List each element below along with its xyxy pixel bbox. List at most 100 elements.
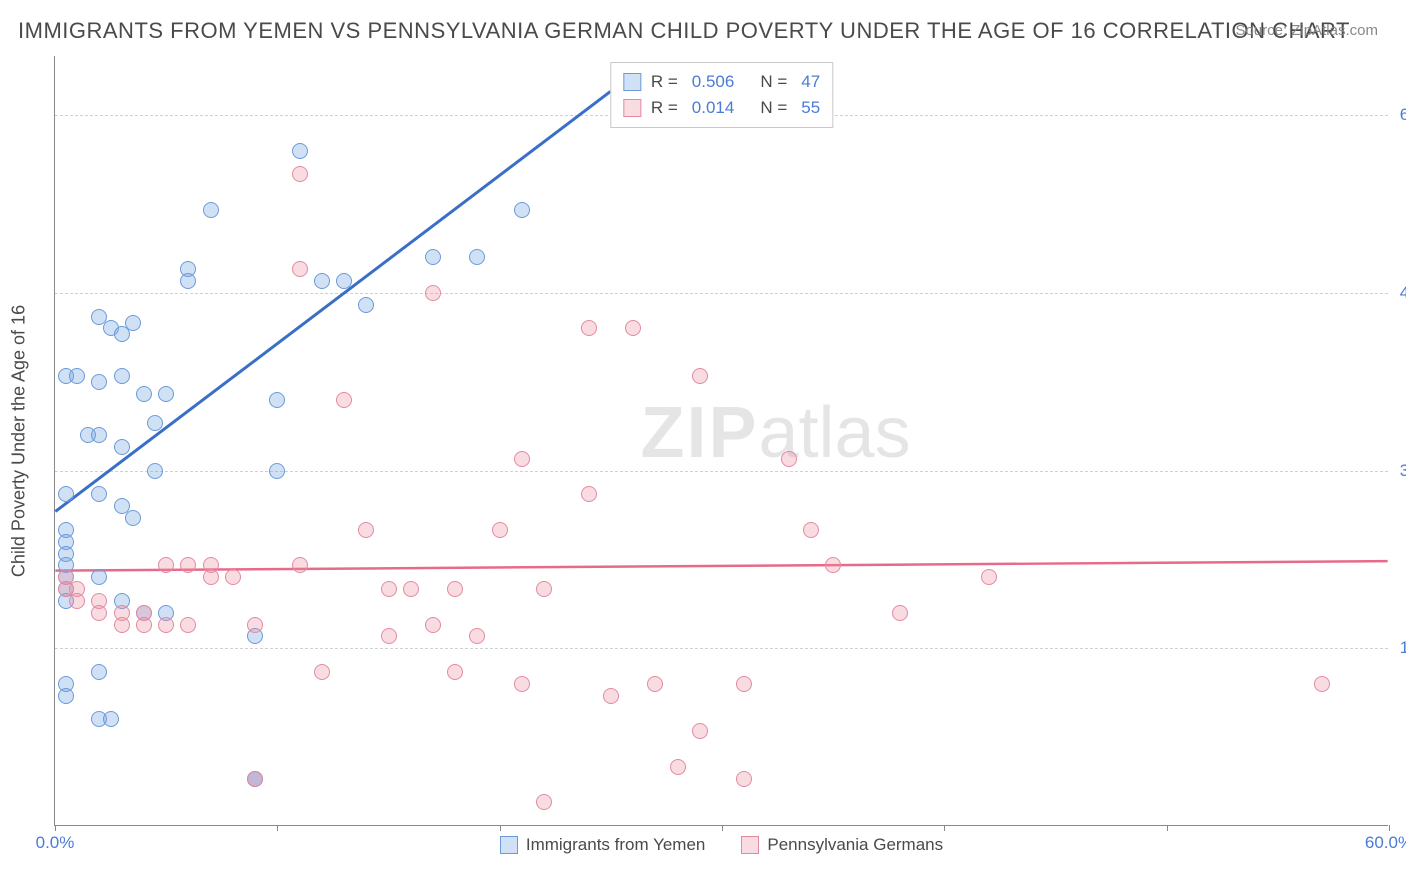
- y-tick-label: 30.0%: [1393, 461, 1406, 481]
- scatter-point: [981, 569, 997, 585]
- trend-lines: [55, 56, 1388, 825]
- trend-line: [55, 91, 610, 511]
- scatter-point: [58, 486, 74, 502]
- scatter-point: [269, 463, 285, 479]
- stats-legend-row: R = 0.506 N = 47: [623, 69, 820, 95]
- x-tick-mark: [1167, 825, 1168, 831]
- scatter-point: [825, 557, 841, 573]
- scatter-point: [736, 676, 752, 692]
- scatter-point: [469, 628, 485, 644]
- scatter-point: [358, 297, 374, 313]
- watermark-zip: ZIP: [640, 392, 758, 472]
- chart-title: IMMIGRANTS FROM YEMEN VS PENNSYLVANIA GE…: [18, 18, 1350, 44]
- scatter-point: [125, 315, 141, 331]
- r-value: 0.506: [692, 72, 735, 92]
- scatter-point: [136, 386, 152, 402]
- scatter-point: [114, 439, 130, 455]
- bottom-legend: Immigrants from Yemen Pennsylvania Germa…: [55, 835, 1388, 855]
- gridline: [55, 648, 1388, 649]
- scatter-point: [180, 273, 196, 289]
- scatter-point: [91, 605, 107, 621]
- scatter-point: [536, 581, 552, 597]
- scatter-point: [336, 273, 352, 289]
- scatter-point: [114, 605, 130, 621]
- scatter-point: [180, 557, 196, 573]
- scatter-point: [91, 486, 107, 502]
- gridline: [55, 471, 1388, 472]
- x-tick-mark: [722, 825, 723, 831]
- scatter-point: [292, 166, 308, 182]
- scatter-point: [581, 320, 597, 336]
- scatter-point: [314, 273, 330, 289]
- legend-item-pa-germans: Pennsylvania Germans: [741, 835, 943, 855]
- n-value: 47: [801, 72, 820, 92]
- y-tick-label: 45.0%: [1393, 283, 1406, 303]
- scatter-point: [147, 463, 163, 479]
- scatter-point: [469, 249, 485, 265]
- scatter-point: [625, 320, 641, 336]
- scatter-point: [225, 569, 241, 585]
- scatter-point: [91, 374, 107, 390]
- scatter-point: [892, 605, 908, 621]
- x-tick-mark: [500, 825, 501, 831]
- scatter-point: [781, 451, 797, 467]
- scatter-point: [269, 392, 285, 408]
- r-value: 0.014: [692, 98, 735, 118]
- y-tick-label: 15.0%: [1393, 638, 1406, 658]
- scatter-point: [147, 415, 163, 431]
- scatter-point: [180, 617, 196, 633]
- scatter-point: [158, 617, 174, 633]
- legend-swatch-icon: [623, 73, 641, 91]
- scatter-point: [203, 202, 219, 218]
- scatter-point: [447, 581, 463, 597]
- scatter-point: [247, 771, 263, 787]
- n-value: 55: [801, 98, 820, 118]
- scatter-point: [203, 569, 219, 585]
- source-attribution: Source: ZipAtlas.com: [1235, 22, 1378, 39]
- scatter-point: [736, 771, 752, 787]
- scatter-point: [381, 628, 397, 644]
- scatter-point: [114, 368, 130, 384]
- scatter-point: [69, 368, 85, 384]
- stats-legend-row: R =0.014N =55: [623, 95, 820, 121]
- scatter-point: [103, 711, 119, 727]
- scatter-point: [125, 510, 141, 526]
- legend-swatch-icon: [500, 836, 518, 854]
- legend-label: Pennsylvania Germans: [767, 835, 943, 855]
- scatter-point: [292, 557, 308, 573]
- x-tick-mark: [55, 825, 56, 831]
- scatter-point: [91, 427, 107, 443]
- scatter-point: [670, 759, 686, 775]
- n-label: N =: [760, 98, 787, 118]
- scatter-point: [425, 617, 441, 633]
- scatter-point: [69, 593, 85, 609]
- scatter-point: [247, 617, 263, 633]
- scatter-point: [158, 557, 174, 573]
- r-label: R =: [651, 72, 678, 92]
- scatter-point: [647, 676, 663, 692]
- scatter-point: [1314, 676, 1330, 692]
- scatter-point: [514, 676, 530, 692]
- x-tick-mark: [944, 825, 945, 831]
- gridline: [55, 293, 1388, 294]
- scatter-point: [136, 617, 152, 633]
- trend-line: [55, 561, 1387, 570]
- scatter-point: [514, 202, 530, 218]
- scatter-point: [581, 486, 597, 502]
- n-label: N =: [760, 72, 787, 92]
- scatter-point: [336, 392, 352, 408]
- x-tick-mark: [1389, 825, 1390, 831]
- scatter-point: [292, 261, 308, 277]
- y-tick-label: 60.0%: [1393, 105, 1406, 125]
- scatter-point: [292, 143, 308, 159]
- stats-legend: R = 0.506 N = 47R = 0.014 N = 55: [610, 62, 833, 128]
- scatter-point: [514, 451, 530, 467]
- legend-label: Immigrants from Yemen: [526, 835, 706, 855]
- scatter-point: [158, 386, 174, 402]
- scatter-point: [58, 688, 74, 704]
- scatter-point: [91, 664, 107, 680]
- legend-swatch-icon: [741, 836, 759, 854]
- plot-area: Child Poverty Under the Age of 16 ZIPatl…: [54, 56, 1388, 826]
- scatter-point: [425, 249, 441, 265]
- scatter-point: [358, 522, 374, 538]
